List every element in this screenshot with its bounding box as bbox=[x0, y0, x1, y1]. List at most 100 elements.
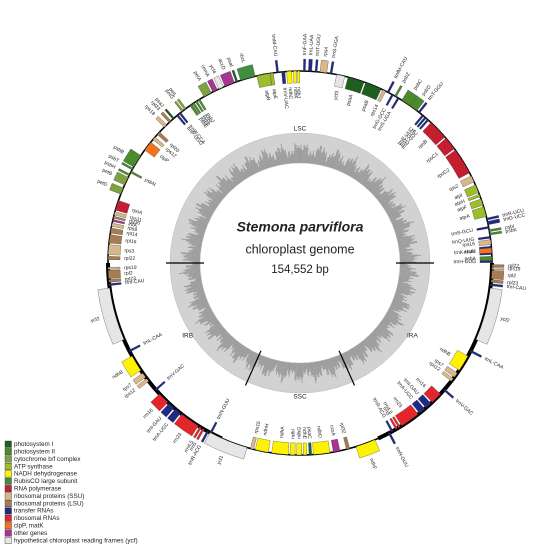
gene-block bbox=[419, 118, 429, 130]
gc-bar bbox=[292, 154, 295, 164]
gc-bar bbox=[221, 334, 231, 343]
gc-bar bbox=[399, 254, 418, 257]
legend-label: photosystem I bbox=[14, 441, 53, 448]
gene-block bbox=[167, 408, 181, 423]
gc-bar bbox=[294, 143, 297, 164]
gc-bar bbox=[274, 360, 278, 368]
gc-bar bbox=[287, 362, 290, 371]
gc-bar bbox=[250, 353, 259, 370]
gc-bar bbox=[290, 362, 292, 372]
gene-label: trnS-GCU bbox=[451, 228, 474, 238]
gc-bar bbox=[251, 160, 259, 173]
gc-bar bbox=[324, 161, 327, 167]
gc-bar bbox=[188, 277, 202, 281]
gene-block bbox=[209, 421, 218, 434]
gc-bar bbox=[342, 157, 351, 173]
gc-bar bbox=[243, 348, 249, 358]
gc-bar bbox=[391, 218, 404, 225]
gc-bar bbox=[286, 154, 289, 164]
gc-bar bbox=[209, 323, 221, 333]
gc-bar bbox=[372, 330, 381, 338]
gene-block bbox=[308, 59, 313, 72]
gc-bar bbox=[216, 176, 231, 192]
gc-bar bbox=[200, 314, 215, 325]
gene-block bbox=[355, 439, 380, 459]
gc-bar bbox=[392, 300, 408, 307]
gc-bar bbox=[315, 148, 319, 165]
gc-bar bbox=[265, 358, 272, 376]
gc-bar bbox=[335, 161, 340, 170]
gc-bar bbox=[216, 330, 228, 341]
gc-bar bbox=[371, 181, 383, 194]
legend-swatch bbox=[4, 440, 12, 448]
gc-bar bbox=[229, 171, 240, 184]
gc-bar bbox=[262, 157, 268, 169]
gene-block bbox=[130, 170, 143, 179]
gene-block bbox=[469, 349, 482, 358]
gc-bar bbox=[188, 299, 208, 308]
gc-bar bbox=[390, 215, 402, 222]
gc-bar bbox=[333, 356, 338, 366]
gc-bar bbox=[201, 308, 212, 315]
gene-block bbox=[491, 264, 505, 268]
gc-bar bbox=[364, 180, 371, 188]
gc-bar bbox=[276, 360, 278, 365]
gene-label: rrn5 bbox=[189, 441, 199, 452]
gene-label: ycf3 bbox=[333, 90, 341, 100]
gc-bar bbox=[385, 314, 402, 326]
gc-bar bbox=[220, 181, 231, 192]
gc-bar bbox=[388, 209, 404, 219]
gc-bar bbox=[367, 336, 383, 353]
gc-bar bbox=[233, 343, 241, 354]
gc-bar bbox=[209, 205, 216, 211]
gc-bar bbox=[207, 199, 218, 207]
gene-block bbox=[155, 116, 167, 128]
gc-bar bbox=[316, 149, 320, 165]
gc-bar bbox=[327, 155, 333, 168]
gc-bar bbox=[183, 282, 203, 288]
gc-bar bbox=[193, 302, 209, 310]
gc-bar bbox=[213, 320, 219, 325]
gc-bar bbox=[323, 157, 327, 167]
gc-bar bbox=[198, 303, 209, 309]
gene-label: psbT bbox=[107, 153, 120, 164]
gc-bar bbox=[360, 173, 369, 184]
gc-bar bbox=[346, 160, 355, 175]
gc-bar bbox=[292, 362, 295, 372]
ring-inner bbox=[199, 162, 401, 364]
gc-bar bbox=[252, 157, 260, 172]
gc-bar bbox=[384, 203, 396, 211]
gc-bar bbox=[207, 193, 221, 204]
legend-label: NADH dehydrogenase bbox=[14, 471, 78, 478]
gc-bar bbox=[190, 226, 206, 233]
gene-label: trnR-UCU bbox=[502, 208, 525, 219]
gc-bar bbox=[332, 357, 338, 370]
gc-bar bbox=[387, 311, 399, 319]
gc-bar bbox=[277, 361, 282, 375]
gc-bar bbox=[218, 188, 227, 196]
gc-bar bbox=[326, 154, 331, 167]
gc-bar bbox=[329, 358, 337, 378]
gc-bar bbox=[219, 332, 229, 342]
gc-bar bbox=[188, 276, 202, 280]
gc-bar bbox=[194, 289, 204, 293]
gc-bar bbox=[375, 193, 382, 199]
gc-bar bbox=[182, 270, 201, 273]
gene-block bbox=[136, 378, 149, 389]
gc-bar bbox=[399, 274, 411, 277]
gc-bar bbox=[392, 300, 410, 309]
gene-label: ndhF bbox=[368, 458, 378, 471]
gc-bar bbox=[249, 352, 256, 365]
gc-bar bbox=[337, 156, 344, 171]
gc-bar bbox=[397, 285, 411, 290]
gc-bar bbox=[197, 311, 214, 322]
gc-bar bbox=[388, 309, 402, 318]
gene-block bbox=[152, 136, 165, 148]
gc-bar bbox=[202, 203, 215, 212]
gc-bar bbox=[259, 154, 266, 170]
gc-bar bbox=[396, 234, 407, 238]
gc-bar bbox=[199, 313, 215, 323]
gc-bar bbox=[368, 335, 379, 346]
gc-bar bbox=[221, 192, 226, 197]
